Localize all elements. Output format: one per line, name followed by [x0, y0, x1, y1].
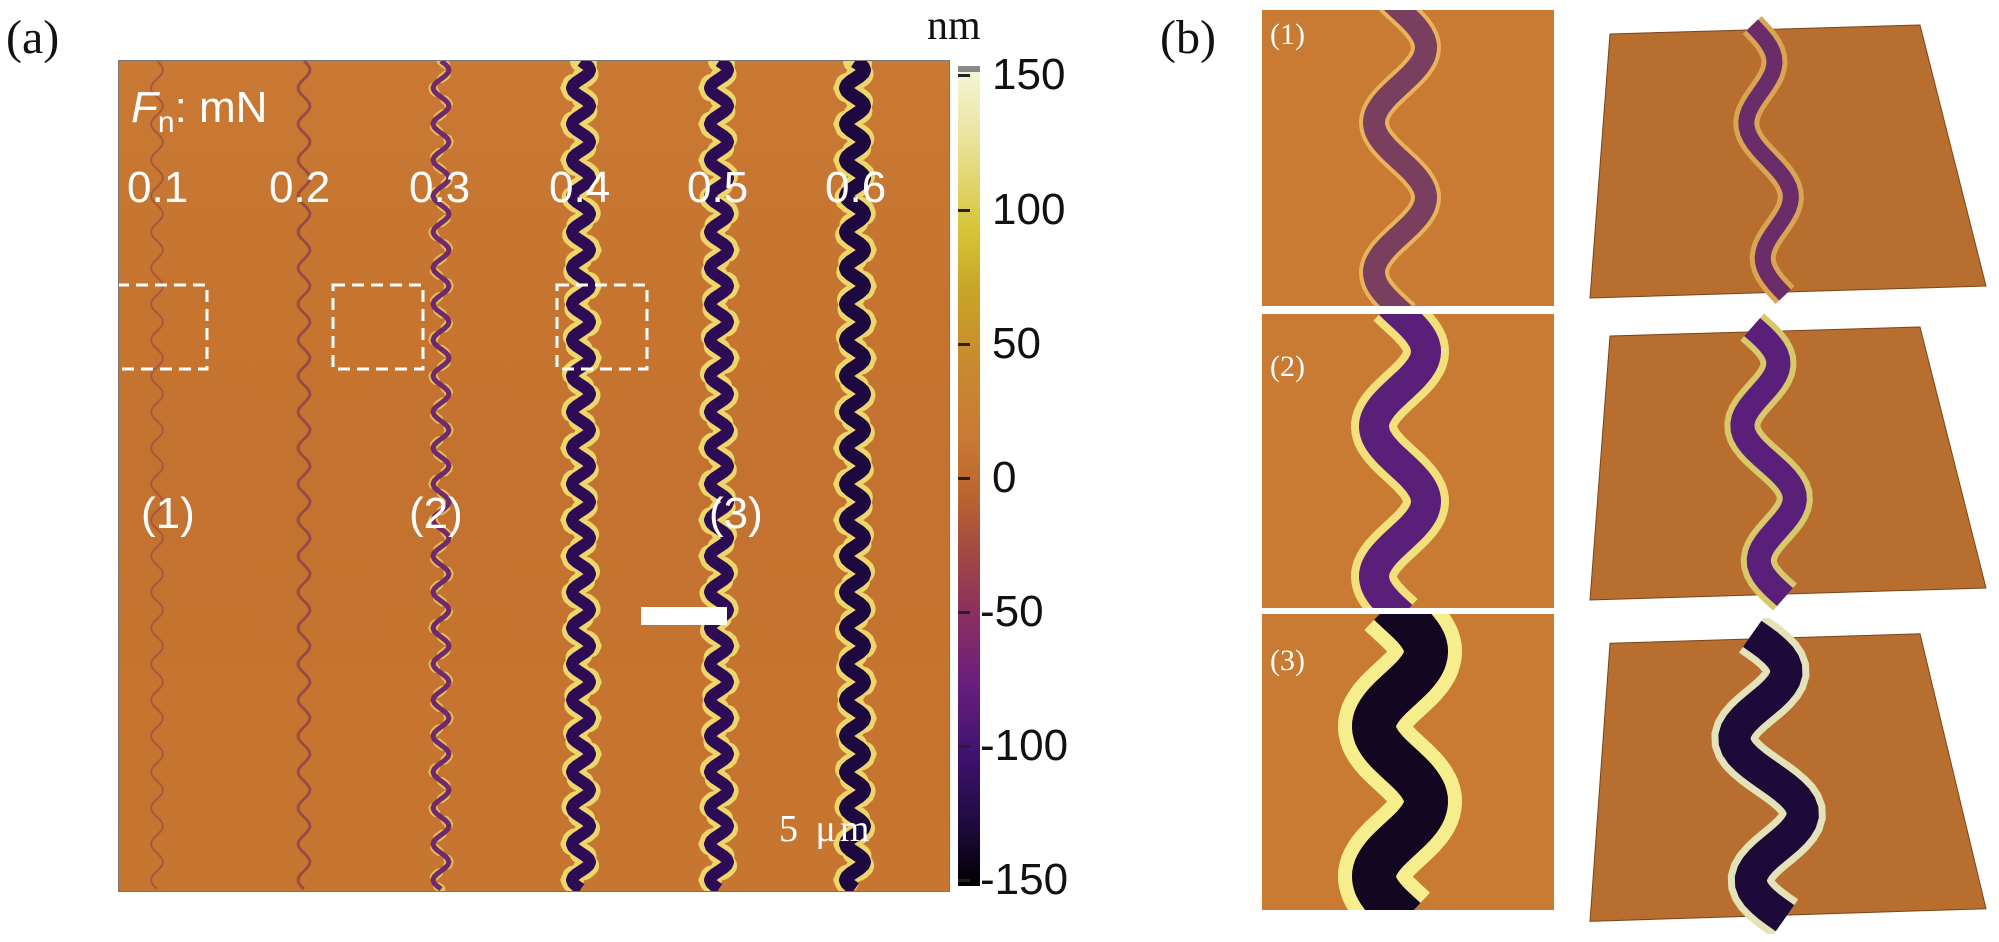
region-label-1: (1): [141, 489, 195, 538]
surface-3d-1: [1580, 10, 1990, 310]
force-value-5: 0.5: [687, 163, 749, 212]
surface-3d-3: [1580, 614, 1990, 938]
region-box-2: [331, 283, 425, 371]
colorbar-tick-50: [958, 343, 970, 346]
zoom-2d-1-label: (1): [1270, 18, 1305, 51]
colorbar-tick-minus50: [958, 611, 970, 614]
zoom-groove: [1351, 614, 1449, 910]
panel-a-label: (a): [6, 11, 60, 64]
force-value-3: 0.3: [409, 163, 471, 212]
region-box-1: [119, 283, 209, 371]
zoom-2d-3-label: (3): [1270, 644, 1305, 677]
force-subscript: n: [157, 105, 175, 139]
colorbar-top-cap: [958, 66, 980, 72]
colorbar-tick-100: [958, 209, 970, 212]
zoom-groove: [1362, 10, 1438, 306]
force-unit: : mN: [174, 83, 268, 132]
colorbar-label-minus50: -50: [980, 587, 1044, 636]
zoom-groove: [1358, 314, 1442, 608]
colorbar-label-50: 50: [992, 319, 1041, 368]
surface-groove: [1718, 620, 1819, 932]
zoom-2d-1: (1): [1262, 10, 1554, 306]
region-label-2: (2): [409, 489, 463, 538]
surface-groove: [1730, 318, 1807, 606]
region-label-3: (3): [709, 489, 763, 538]
force-value-2: 0.2: [269, 163, 331, 212]
force-value-1: 0.1: [127, 163, 189, 212]
surface-groove: [1738, 19, 1799, 301]
surface-plane: [1589, 24, 1987, 299]
colorbar-label-0: 0: [992, 453, 1017, 502]
zoom-2d-2-label: (2): [1270, 350, 1305, 383]
colorbar-label-100: 100: [992, 185, 1066, 234]
afm-topography-image: Fn: mN 0.1 0.2 0.3 0.4 0.5 0.6 (1) (2) (…: [118, 60, 950, 892]
colorbar-label-minus150: -150: [980, 855, 1069, 904]
zoom-2d-2: (2): [1262, 314, 1554, 608]
colorbar-tick-minus150: [958, 879, 970, 882]
panel-b-label: (b): [1160, 11, 1216, 64]
force-value-4: 0.4: [549, 163, 611, 212]
scratch-groove-6: [839, 61, 871, 891]
scratch-groove-4: [566, 61, 596, 891]
scratch-groove-5: [704, 61, 734, 891]
scale-bar-label: 5 μm: [779, 808, 874, 850]
scratch-groove-2: [296, 61, 312, 891]
scale-bar: [641, 607, 727, 625]
colorbar-unit: nm: [927, 3, 981, 49]
colorbar-tick-0: [958, 477, 970, 480]
zoom-2d-3: (3): [1262, 614, 1554, 910]
region-box-3: [555, 283, 649, 371]
force-value-6: 0.6: [825, 163, 887, 212]
scratch-groove-1: [150, 61, 164, 890]
colorbar-label-minus100: -100: [980, 721, 1069, 770]
force-title: Fn: mN: [131, 83, 267, 140]
surface-3d-2: [1580, 312, 1990, 612]
scratch-groove-3: [430, 61, 452, 891]
colorbar-tick-minus100: [958, 745, 970, 748]
colorbar-label-150: 150: [992, 50, 1066, 99]
colorbar-tick-150: [958, 74, 970, 77]
force-symbol: F: [131, 83, 158, 132]
